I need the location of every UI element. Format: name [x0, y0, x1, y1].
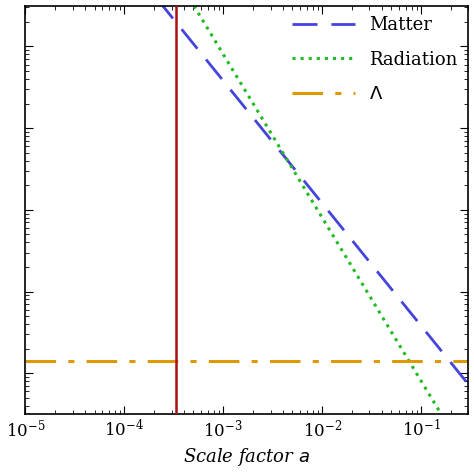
Matter: [465, 382, 471, 387]
Matter: [368, 261, 374, 266]
Radiation: [368, 295, 374, 301]
Radiation: [218, 47, 223, 53]
X-axis label: Scale factor $a$: Scale factor $a$: [183, 447, 310, 468]
Radiation: [376, 309, 382, 314]
Line: Radiation: Radiation: [25, 0, 468, 439]
Matter: [218, 74, 223, 80]
Matter: [202, 55, 208, 60]
Matter: [327, 210, 332, 215]
Matter: [376, 271, 382, 276]
Legend: Matter, Radiation, $\Lambda$: Matter, Radiation, $\Lambda$: [286, 11, 463, 108]
Line: Matter: Matter: [25, 0, 468, 384]
Radiation: [465, 436, 471, 442]
Radiation: [327, 227, 332, 233]
Radiation: [202, 20, 208, 26]
Radiation: [454, 436, 459, 442]
